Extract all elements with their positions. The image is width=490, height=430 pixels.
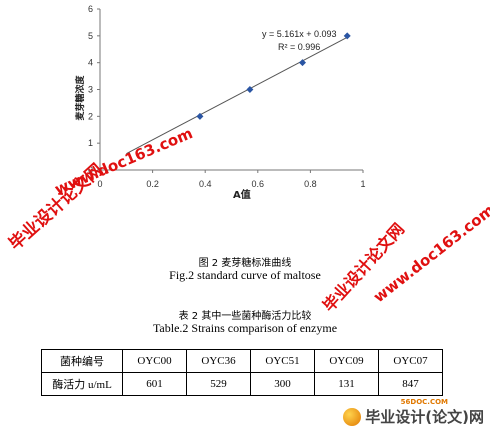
x-tick-label: 0.6 (252, 179, 265, 189)
x-tick-label: 0.8 (304, 179, 317, 189)
figure-caption-en: Fig.2 standard curve of maltose (169, 268, 321, 282)
table-row: 酶活力 u/mL 601 529 300 131 847 (41, 372, 443, 396)
x-axis-label: A值 (233, 188, 251, 201)
x-tick-label: 0.4 (199, 179, 212, 189)
data-point-marker (299, 59, 307, 67)
data-point-marker (196, 112, 204, 120)
header-cell: OYC36 (186, 349, 251, 373)
table-cell: 847 (378, 372, 443, 396)
y-tick-label: 3 (88, 85, 93, 95)
y-tick-label: 0 (88, 165, 93, 175)
y-tick-label: 1 (88, 138, 93, 148)
table-header-row: 菌种编号 OYC00 OYC36 OYC51 OYC09 OYC07 (41, 349, 443, 373)
x-tick-label: 0.2 (146, 179, 159, 189)
data-points (196, 32, 351, 120)
y-tick-label: 5 (88, 31, 93, 41)
table-title-en: Table.2 Strains comparison of enzyme (152, 321, 338, 335)
x-tick-label: 0 (97, 179, 102, 189)
maltose-standard-curve-chart: 0 0.2 0.4 0.6 0.8 1 0 1 2 3 4 5 6 y = 5.161x + 0.09… (74, 4, 366, 201)
table-cell: 529 (186, 372, 251, 396)
y-tick-label: 6 (88, 4, 93, 14)
header-cell: OYC00 (122, 349, 187, 373)
header-cell: OYC07 (378, 349, 443, 373)
x-tick-label: 1 (360, 179, 365, 189)
data-point-marker (246, 86, 254, 93)
table-cell: 601 (122, 372, 187, 396)
site-logo: 毕业设计(论文)网 (343, 406, 484, 427)
y-axis-label: 麦芽糖浓度 (74, 75, 86, 121)
data-point-marker (343, 32, 351, 40)
header-cell: OYC51 (250, 349, 315, 373)
logo-small-text: 56DOC.COM (400, 398, 448, 406)
y-tick-label: 2 (88, 111, 93, 121)
header-cell: OYC09 (314, 349, 379, 373)
table-title-cn: 表 2 其中一些菌种酶活力比较 (178, 311, 312, 322)
y-tick-label: 4 (88, 58, 93, 68)
table-cell: 酶活力 u/mL (41, 372, 123, 396)
logo-text: 毕业设计(论文)网 (365, 408, 484, 426)
equation-label: y = 5.161x + 0.093 (262, 29, 337, 39)
table-cell: 300 (250, 372, 315, 396)
figure-caption-cn: 图 2 麦芽糖标准曲线 (198, 258, 292, 269)
trendline (126, 36, 348, 155)
table-cell: 131 (314, 372, 379, 396)
enzyme-activity-table: 菌种编号 OYC00 OYC36 OYC51 OYC09 OYC07 酶活力 u… (41, 349, 443, 396)
r-squared-label: R² = 0.996 (278, 42, 320, 52)
y-tick-labels: 0 1 2 3 4 5 6 (88, 4, 93, 175)
chart-axes (97, 8, 364, 173)
logo-circle-icon (343, 407, 362, 426)
x-tick-labels: 0 0.2 0.4 0.6 0.8 1 (97, 179, 365, 189)
header-cell: 菌种编号 (41, 349, 123, 373)
